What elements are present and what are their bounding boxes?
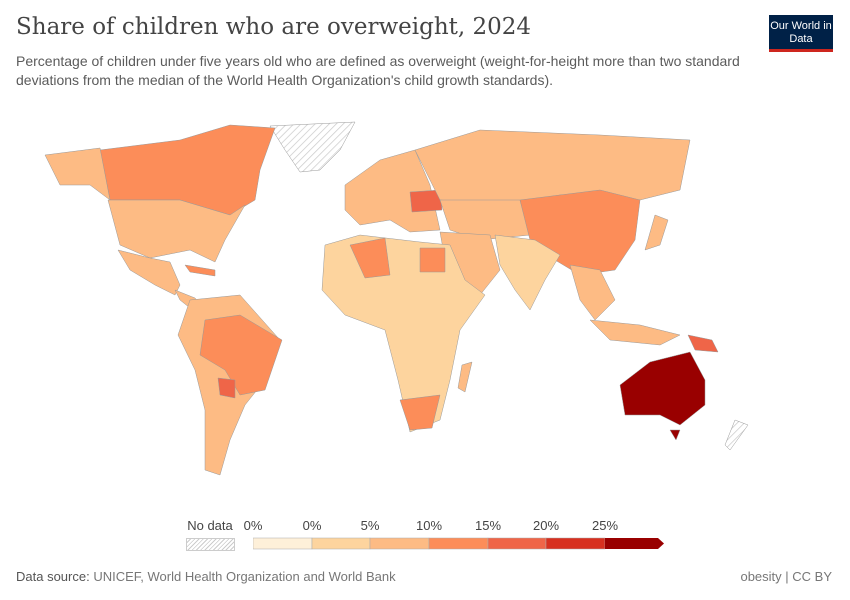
legend-tick: 20% xyxy=(532,518,560,533)
world-map[interactable] xyxy=(0,110,850,510)
region-mexico[interactable] xyxy=(117,249,181,296)
region-southeast-asia[interactable] xyxy=(569,264,616,321)
legend-bin-5 xyxy=(545,537,606,550)
region-south-africa[interactable] xyxy=(399,394,441,431)
legend-bin-6 xyxy=(605,538,664,549)
region-australia[interactable] xyxy=(619,351,706,426)
legend-bin-0 xyxy=(253,537,313,550)
region-tasmania[interactable] xyxy=(669,429,681,441)
region-caribbean[interactable] xyxy=(184,264,216,277)
data-source: Data source: UNICEF, World Health Organi… xyxy=(16,569,396,584)
legend-bin-2 xyxy=(369,537,430,550)
legend-bin-1 xyxy=(311,537,371,550)
legend-no-data-label: No data xyxy=(187,518,233,533)
region-new-zealand[interactable] xyxy=(724,419,749,451)
owid-logo[interactable]: Our World in Data xyxy=(769,15,833,52)
legend-bin-4 xyxy=(487,537,547,550)
legend-tick: 0% xyxy=(243,518,263,533)
region-ukraine[interactable] xyxy=(409,189,443,213)
region-usa[interactable] xyxy=(107,199,246,263)
region-brazil[interactable] xyxy=(199,314,283,396)
region-paraguay[interactable] xyxy=(217,377,236,399)
legend-bin-3 xyxy=(428,537,489,550)
region-algeria[interactable] xyxy=(349,237,391,279)
legend-tick: 10% xyxy=(415,518,443,533)
chart-subtitle: Percentage of children under five years … xyxy=(16,53,740,88)
region-russia[interactable] xyxy=(414,129,691,206)
legend-tick: 15% xyxy=(474,518,502,533)
region-japan[interactable] xyxy=(644,214,669,251)
region-africa[interactable] xyxy=(321,234,486,433)
region-india[interactable] xyxy=(494,234,561,311)
license-text[interactable]: obesity | CC BY xyxy=(740,569,832,584)
legend-color-bar xyxy=(253,537,664,550)
legend-tick: 5% xyxy=(360,518,380,533)
legend-tick: 0% xyxy=(302,518,322,533)
region-png[interactable] xyxy=(687,334,719,353)
region-indonesia[interactable] xyxy=(589,319,681,346)
data-source-label: Data source: xyxy=(16,569,90,584)
chart-title: Share of children who are overweight, 20… xyxy=(16,14,532,40)
region-egypt[interactable] xyxy=(419,247,446,273)
legend-no-data-swatch xyxy=(186,538,235,551)
region-alaska[interactable] xyxy=(44,147,111,201)
data-source-text[interactable]: UNICEF, World Health Organization and Wo… xyxy=(93,569,396,584)
region-greenland[interactable] xyxy=(269,121,356,173)
legend-tick: 25% xyxy=(591,518,619,533)
region-madagascar[interactable] xyxy=(457,361,473,393)
